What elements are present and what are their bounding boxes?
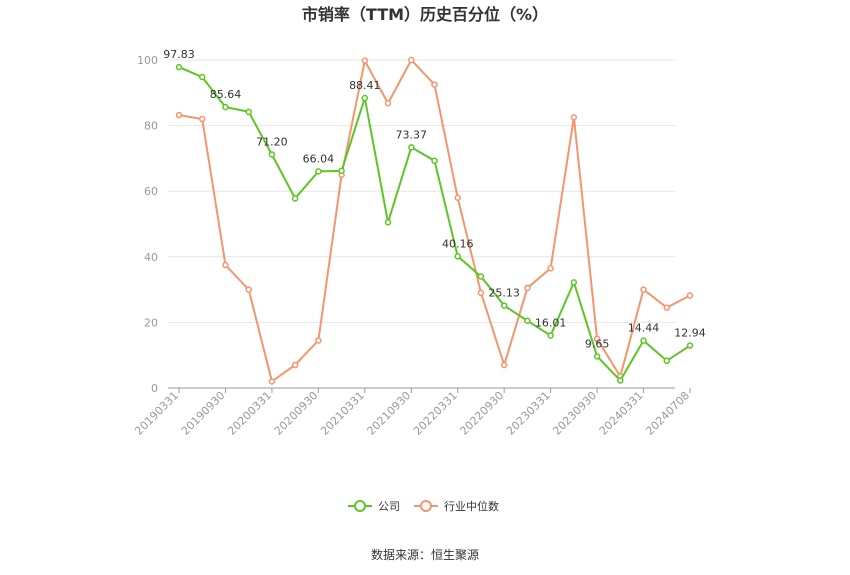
data-point: [524, 317, 531, 325]
data-point: [593, 353, 601, 360]
y-tick-label: 40: [144, 251, 158, 264]
data-point: [663, 357, 671, 365]
data-label: 85.64: [210, 88, 242, 101]
x-tick-label: 20230930: [550, 389, 599, 438]
x-tick-label: 20220930: [458, 389, 507, 438]
data-point: [198, 115, 206, 123]
x-tick-label: 20200930: [272, 389, 321, 438]
data-label: 40.16: [442, 237, 474, 250]
data-point: [547, 265, 554, 272]
data-label: 73.37: [396, 128, 428, 141]
data-label: 14.44: [628, 322, 660, 335]
legend-swatch-marker: [420, 500, 432, 512]
data-label: 16.01: [535, 316, 567, 329]
data-point: [686, 292, 694, 299]
data-label: 12.94: [674, 327, 706, 340]
data-label: 71.20: [256, 135, 288, 148]
x-tick-label: 20210930: [365, 389, 414, 438]
x-tick-label: 20200331: [225, 389, 274, 438]
data-point: [175, 63, 183, 71]
data-point: [222, 103, 229, 111]
data-point: [315, 168, 322, 175]
x-tick-label: 20210331: [318, 389, 367, 438]
data-point: [384, 100, 392, 107]
data-point: [408, 56, 415, 64]
data-point: [268, 151, 276, 158]
data-label: 9.65: [585, 337, 610, 350]
legend-label: 公司: [378, 500, 400, 513]
legend-item[interactable]: 行业中位数: [414, 499, 499, 513]
data-point: [454, 194, 461, 202]
data-point: [361, 57, 369, 64]
legend-item[interactable]: 公司: [348, 500, 400, 513]
data-point: [431, 157, 438, 164]
x-tick-label: 20230331: [504, 389, 553, 438]
series-layer: [175, 56, 694, 385]
data-point: [617, 377, 624, 384]
data-point: [547, 332, 554, 339]
data-point: [477, 289, 485, 297]
data-point: [315, 337, 322, 344]
data-point: [245, 108, 252, 116]
data-point: [245, 286, 252, 293]
x-axis: 2019033120190930202003312020093020210331…: [132, 387, 692, 438]
data-point: [570, 279, 578, 286]
data-point: [291, 195, 299, 202]
x-tick-label: 20190930: [179, 389, 228, 438]
legend-label: 行业中位数: [444, 499, 499, 513]
x-tick-label: 20240331: [597, 389, 646, 438]
source-note: 数据来源：恒生聚源: [371, 547, 479, 562]
data-point: [408, 144, 415, 151]
data-label: 97.83: [163, 48, 195, 61]
data-point: [500, 302, 508, 309]
x-tick-label: 20240708: [643, 389, 692, 438]
data-point: [222, 261, 229, 269]
legend-swatch-marker: [354, 500, 366, 512]
data-point: [500, 361, 508, 369]
y-tick-label: 60: [144, 185, 158, 198]
x-tick-label: 20190331: [132, 389, 181, 438]
data-point: [431, 81, 438, 88]
series-line: [178, 57, 691, 384]
data-point: [338, 167, 345, 175]
data-point: [454, 253, 461, 260]
data-point: [268, 378, 276, 385]
grid-lines: [168, 59, 675, 323]
data-point: [593, 335, 601, 343]
x-tick-label: 20220331: [411, 389, 460, 438]
data-point: [198, 73, 206, 81]
y-tick-label: 20: [144, 316, 158, 329]
data-point: [686, 342, 694, 349]
data-point: [640, 286, 647, 293]
data-point: [663, 304, 671, 311]
data-label: 66.04: [303, 152, 335, 165]
legend[interactable]: 公司 行业中位数: [348, 499, 499, 513]
data-point: [640, 337, 647, 344]
data-point: [361, 94, 369, 102]
data-point: [570, 114, 578, 121]
data-point: [524, 284, 531, 292]
y-tick-label: 80: [144, 120, 158, 133]
data-point: [384, 219, 392, 226]
data-label: 88.41: [349, 79, 381, 92]
data-label: 25.13: [488, 287, 520, 300]
y-tick-label: 100: [137, 54, 158, 67]
data-point: [477, 273, 485, 280]
y-axis: 0 20 40 60 80 100: [137, 54, 158, 395]
data-point: [291, 361, 299, 369]
series-line: [178, 66, 691, 383]
data-labels: 97.83 85.64 71.20 66.04 88.41 73.37 40.16 25.13…: [163, 48, 706, 350]
data-point: [175, 111, 183, 119]
chart-title: 市销率（TTM）历史百分位（%）: [302, 5, 548, 24]
y-tick-label: 0: [151, 382, 158, 395]
